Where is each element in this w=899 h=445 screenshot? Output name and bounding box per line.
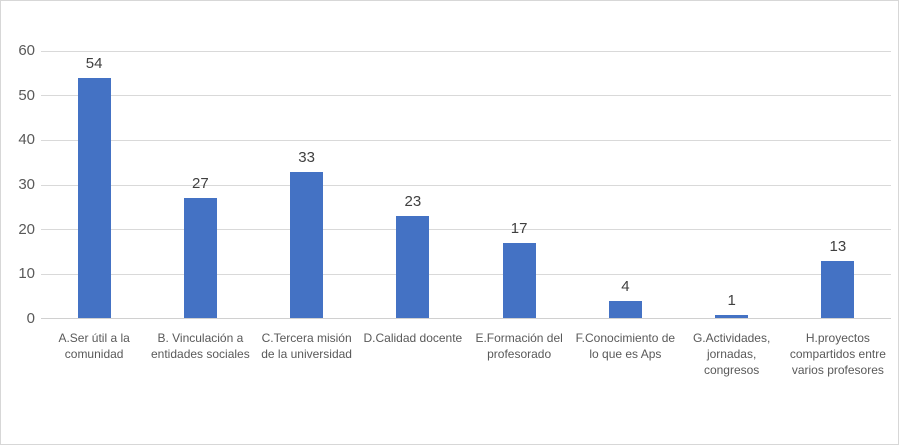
y-axis-tick-label: 20	[18, 220, 35, 238]
bar-value-label: 17	[510, 220, 528, 238]
bar-value-label: 27	[192, 175, 209, 193]
y-axis-tick-label: 40	[18, 131, 35, 149]
gridline	[41, 184, 891, 186]
x-axis-category-label: G.Actividades, jornadas, congresos	[692, 331, 771, 377]
bar-value-label: 33	[298, 148, 315, 166]
bar-value-label: 13	[829, 237, 847, 255]
x-axis-category-label: F.Conocimiento de lo que es Aps	[575, 331, 676, 361]
y-axis-tick-label: 10	[18, 265, 35, 283]
bar-c	[290, 171, 324, 318]
bar-value-label: 4	[621, 278, 630, 296]
bar-h	[821, 260, 855, 318]
bar-b	[183, 198, 217, 318]
bar-f	[608, 301, 642, 318]
x-axis-category-label: A.Ser útil a la comunidad	[58, 331, 130, 361]
bar-e	[502, 243, 536, 318]
bar-g	[715, 314, 749, 318]
y-axis: 0 10 20 30 40 50 60	[5, 42, 35, 327]
bar-value-label: 23	[404, 193, 422, 211]
x-axis-category-label: E.Formación del profesorado	[475, 331, 563, 361]
y-axis-tick-label: 50	[18, 86, 35, 104]
bar-value-label: 1	[727, 291, 736, 309]
plot-area: 54 27 33 23 17 4 1 13	[41, 50, 891, 319]
x-axis: A.Ser útil a la comunidad B. Vinculación …	[41, 330, 891, 378]
bar-d	[396, 216, 430, 318]
bar-a	[77, 77, 111, 318]
y-axis-tick-label: 60	[18, 42, 35, 59]
y-axis-tick-label: 30	[18, 176, 35, 193]
gridline	[41, 229, 891, 231]
x-axis-category-label: D.Calidad docente	[363, 331, 463, 345]
gridline	[41, 139, 891, 141]
gridline	[41, 273, 891, 275]
y-axis-tick-label: 0	[26, 310, 35, 327]
x-axis-category-label: C.Tercera misión de la universidad	[261, 331, 352, 361]
x-axis-line	[41, 318, 891, 319]
x-axis-category-label: H.proyectos compartidos entre varios pro…	[789, 331, 886, 377]
bar-value-label: 54	[85, 54, 103, 72]
gridline	[41, 95, 891, 97]
x-axis-category-label: B. Vinculación a entidades sociales	[151, 331, 250, 361]
gridline	[41, 50, 891, 52]
